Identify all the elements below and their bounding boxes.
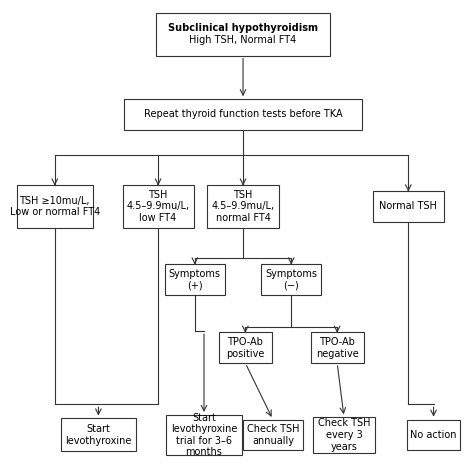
Text: Start
levothyroxine
trial for 3–6
months: Start levothyroxine trial for 3–6 months	[171, 412, 237, 457]
FancyBboxPatch shape	[165, 264, 225, 295]
Text: Normal TSH: Normal TSH	[379, 201, 438, 211]
FancyBboxPatch shape	[311, 332, 364, 363]
Text: Subclinical hypothyroidism: Subclinical hypothyroidism	[168, 24, 318, 34]
FancyBboxPatch shape	[243, 419, 303, 450]
Text: TPO-Ab
positive: TPO-Ab positive	[226, 337, 264, 358]
Text: TSH
4.5–9.9mu/L,
low FT4: TSH 4.5–9.9mu/L, low FT4	[127, 190, 190, 223]
Text: Symptoms
(+): Symptoms (+)	[169, 269, 221, 290]
FancyBboxPatch shape	[313, 417, 375, 453]
FancyBboxPatch shape	[61, 419, 137, 451]
FancyBboxPatch shape	[124, 99, 363, 130]
Text: Repeat thyroid function tests before TKA: Repeat thyroid function tests before TKA	[144, 109, 342, 119]
Text: TSH
4.5–9.9mu/L,
normal FT4: TSH 4.5–9.9mu/L, normal FT4	[211, 190, 274, 223]
Text: High TSH, Normal FT4: High TSH, Normal FT4	[190, 35, 297, 45]
Text: TSH ≥10mu/L,
Low or normal FT4: TSH ≥10mu/L, Low or normal FT4	[9, 196, 100, 217]
Text: Start
levothyroxine: Start levothyroxine	[65, 424, 132, 446]
Text: No action: No action	[410, 430, 457, 440]
FancyBboxPatch shape	[208, 185, 279, 228]
FancyBboxPatch shape	[407, 419, 460, 450]
Text: Check TSH
every 3
years: Check TSH every 3 years	[318, 419, 370, 452]
FancyBboxPatch shape	[261, 264, 321, 295]
FancyBboxPatch shape	[373, 191, 444, 222]
FancyBboxPatch shape	[17, 185, 92, 228]
Text: Symptoms
(−): Symptoms (−)	[265, 269, 317, 290]
FancyBboxPatch shape	[156, 13, 330, 55]
FancyBboxPatch shape	[122, 185, 194, 228]
Text: Check TSH
annually: Check TSH annually	[246, 424, 299, 446]
Text: TPO-Ab
negative: TPO-Ab negative	[316, 337, 358, 358]
FancyBboxPatch shape	[219, 332, 272, 363]
FancyBboxPatch shape	[166, 415, 242, 455]
